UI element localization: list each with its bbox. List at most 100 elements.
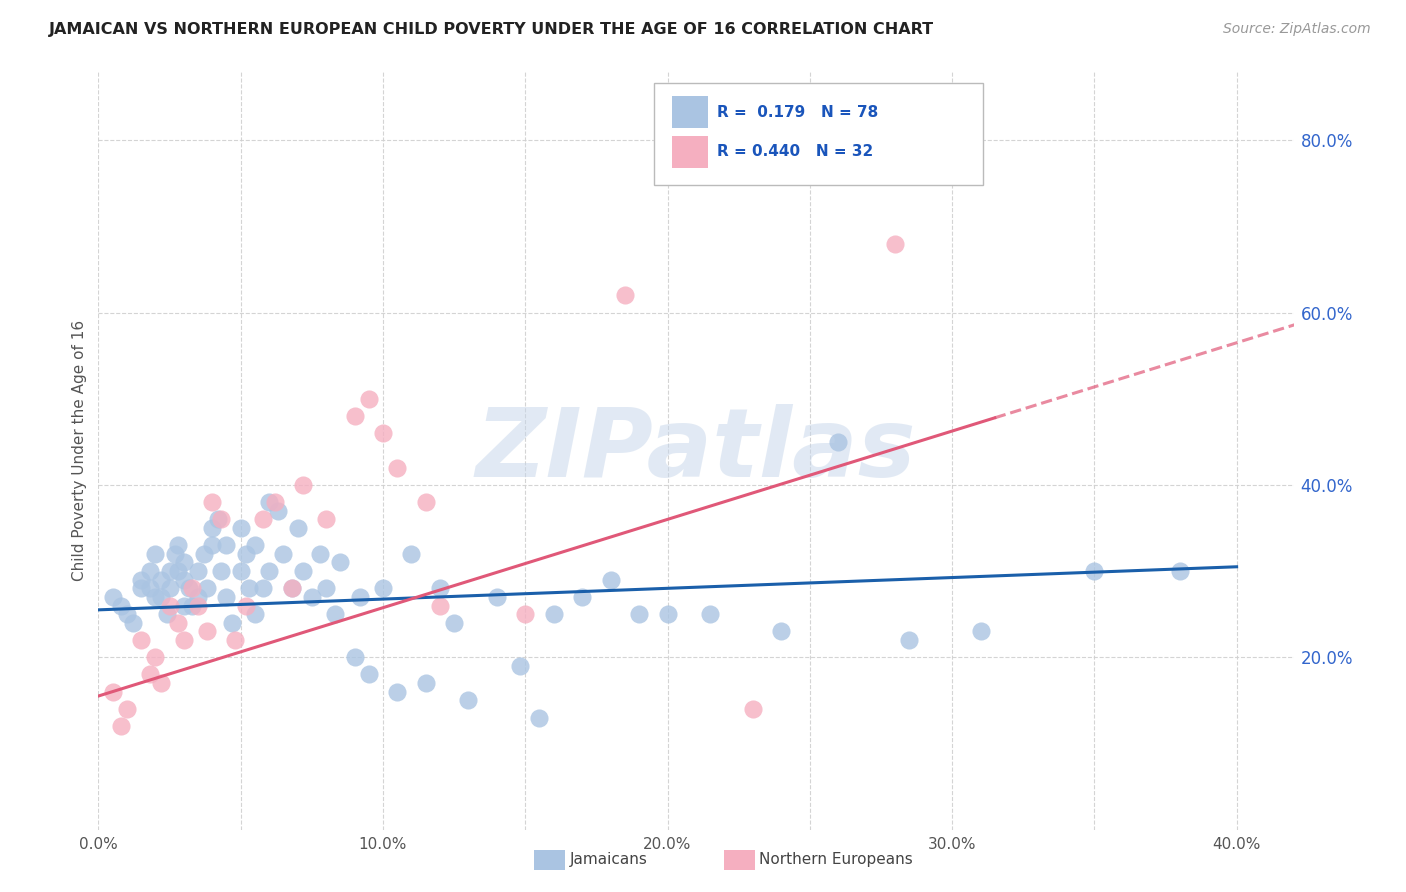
Point bbox=[207, 512, 229, 526]
Point bbox=[415, 495, 437, 509]
Point bbox=[443, 615, 465, 630]
Point bbox=[110, 599, 132, 613]
Point bbox=[741, 702, 763, 716]
Point bbox=[159, 582, 181, 596]
Point bbox=[281, 582, 304, 596]
Point bbox=[195, 624, 218, 639]
Point bbox=[150, 590, 173, 604]
Point bbox=[129, 633, 152, 648]
Point bbox=[187, 590, 209, 604]
Point bbox=[281, 582, 304, 596]
Point bbox=[235, 547, 257, 561]
Point bbox=[115, 702, 138, 716]
Point bbox=[235, 599, 257, 613]
Point bbox=[343, 650, 366, 665]
Point bbox=[415, 676, 437, 690]
Point bbox=[613, 288, 636, 302]
Point bbox=[323, 607, 346, 622]
Point bbox=[173, 599, 195, 613]
Point bbox=[543, 607, 565, 622]
Point bbox=[201, 538, 224, 552]
Point bbox=[315, 582, 337, 596]
Point bbox=[969, 624, 991, 639]
Point bbox=[349, 590, 371, 604]
Point bbox=[287, 521, 309, 535]
Point bbox=[215, 590, 238, 604]
Text: R = 0.440   N = 32: R = 0.440 N = 32 bbox=[717, 145, 873, 160]
Y-axis label: Child Poverty Under the Age of 16: Child Poverty Under the Age of 16 bbox=[72, 320, 87, 581]
Point bbox=[195, 582, 218, 596]
Point bbox=[628, 607, 651, 622]
Point bbox=[110, 719, 132, 733]
Point bbox=[165, 547, 187, 561]
Point bbox=[884, 236, 907, 251]
FancyBboxPatch shape bbox=[654, 83, 983, 186]
Point bbox=[429, 599, 451, 613]
Point bbox=[129, 573, 152, 587]
Point bbox=[159, 564, 181, 578]
Point bbox=[179, 582, 201, 596]
Point bbox=[150, 676, 173, 690]
Point bbox=[292, 478, 315, 492]
FancyBboxPatch shape bbox=[672, 96, 709, 128]
Point bbox=[159, 599, 181, 613]
Point bbox=[267, 504, 290, 518]
Point bbox=[187, 599, 209, 613]
Point bbox=[457, 693, 479, 707]
Point bbox=[138, 667, 160, 681]
Point bbox=[187, 564, 209, 578]
FancyBboxPatch shape bbox=[672, 136, 709, 168]
Point bbox=[252, 512, 274, 526]
Point bbox=[315, 512, 337, 526]
Point bbox=[150, 573, 173, 587]
Point bbox=[357, 667, 380, 681]
Point bbox=[138, 582, 160, 596]
Point bbox=[485, 590, 508, 604]
Point bbox=[129, 582, 152, 596]
Text: JAMAICAN VS NORTHERN EUROPEAN CHILD POVERTY UNDER THE AGE OF 16 CORRELATION CHAR: JAMAICAN VS NORTHERN EUROPEAN CHILD POVE… bbox=[49, 22, 935, 37]
Point bbox=[215, 538, 238, 552]
Point bbox=[898, 633, 921, 648]
Point bbox=[209, 512, 232, 526]
Point bbox=[257, 495, 280, 509]
Point bbox=[181, 599, 204, 613]
Point bbox=[243, 538, 266, 552]
Point bbox=[173, 573, 195, 587]
Point bbox=[193, 547, 215, 561]
Text: Jamaicans: Jamaicans bbox=[569, 853, 647, 867]
Point bbox=[429, 582, 451, 596]
Point bbox=[115, 607, 138, 622]
Point bbox=[515, 607, 537, 622]
Point bbox=[385, 460, 409, 475]
Point bbox=[263, 495, 285, 509]
Point bbox=[143, 590, 166, 604]
Point bbox=[273, 547, 295, 561]
Point bbox=[1168, 564, 1191, 578]
Point bbox=[371, 426, 394, 441]
Point bbox=[329, 556, 352, 570]
Point bbox=[201, 521, 224, 535]
Point bbox=[121, 615, 143, 630]
Point bbox=[167, 615, 190, 630]
Point bbox=[143, 650, 166, 665]
Point bbox=[371, 582, 394, 596]
Point bbox=[173, 556, 195, 570]
Point bbox=[401, 547, 423, 561]
Point bbox=[509, 658, 531, 673]
Point bbox=[770, 624, 793, 639]
Point bbox=[167, 564, 190, 578]
Point bbox=[301, 590, 323, 604]
Point bbox=[292, 564, 315, 578]
Point bbox=[229, 564, 252, 578]
Point bbox=[827, 434, 849, 449]
Point bbox=[229, 521, 252, 535]
Point bbox=[257, 564, 280, 578]
Point bbox=[221, 615, 243, 630]
Point bbox=[156, 607, 179, 622]
Point bbox=[699, 607, 721, 622]
Point bbox=[167, 538, 190, 552]
Point bbox=[252, 582, 274, 596]
Point bbox=[1083, 564, 1105, 578]
Point bbox=[599, 573, 621, 587]
Point bbox=[529, 710, 551, 724]
